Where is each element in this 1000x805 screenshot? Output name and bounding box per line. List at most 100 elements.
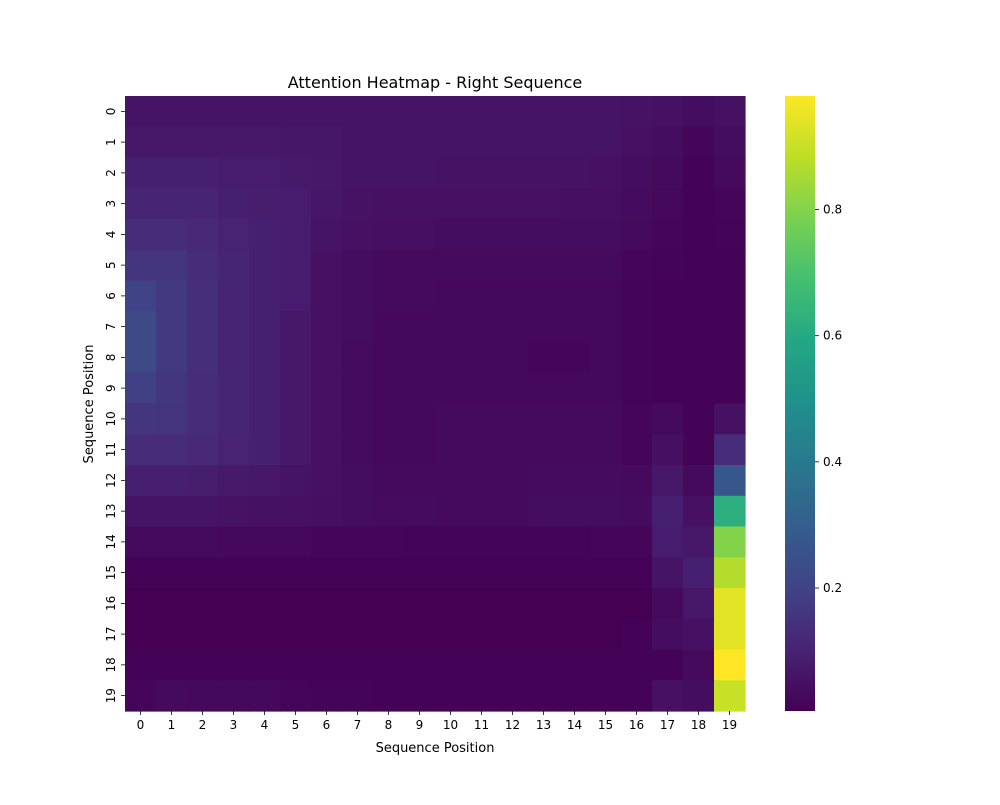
heatmap-cell-r6-c18 [683, 280, 715, 312]
heatmap-cell-r13-c6 [311, 495, 343, 528]
heatmap-cell-r9-c10 [435, 372, 467, 405]
heatmap-cell-r0-c0 [125, 96, 157, 128]
heatmap-cell-r4-c14 [559, 219, 591, 251]
heatmap-cell-r10-c7 [342, 403, 374, 435]
heatmap-cell-r19-c6 [311, 680, 343, 712]
x-axis-label: Sequence Position [376, 741, 495, 756]
heatmap-cell-r0-c3 [218, 96, 250, 128]
heatmap-cell-r11-c8 [373, 434, 405, 466]
heatmap-cell-r13-c15 [590, 495, 622, 528]
heatmap-cell-r19-c13 [528, 680, 560, 712]
heatmap-cell-r1-c1 [156, 126, 188, 159]
heatmap-cell-r18-c5 [280, 649, 312, 681]
heatmap-cell-r12-c7 [342, 465, 374, 497]
heatmap-cell-r11-c1 [156, 434, 188, 466]
heatmap-cell-r14-c1 [156, 526, 188, 558]
heatmap-cell-r2-c7 [342, 157, 374, 189]
heatmap-cell-r8-c17 [652, 342, 684, 374]
heatmap-cell-r7-c19 [714, 311, 746, 343]
heatmap-cell-r15-c5 [280, 557, 312, 589]
heatmap-cell-r2-c3 [218, 157, 250, 189]
heatmap-cell-r14-c14 [559, 526, 591, 558]
heatmap-cell-r8-c4 [249, 342, 281, 374]
heatmap-cell-r12-c5 [280, 465, 312, 497]
heatmap-cell-r3-c6 [311, 188, 343, 220]
heatmap-cell-r5-c5 [280, 249, 312, 282]
heatmap-cell-r17-c19 [714, 618, 746, 651]
heatmap-cell-r5-c10 [435, 249, 467, 282]
heatmap-cell-r8-c7 [342, 342, 374, 374]
heatmap-cell-r9-c14 [559, 372, 591, 405]
heatmap-cell-r5-c4 [249, 249, 281, 282]
heatmap-cell-r12-c19 [714, 465, 746, 497]
heatmap-cell-r2-c15 [590, 157, 622, 189]
heatmap-cell-r4-c0 [125, 219, 157, 251]
heatmap-cell-r7-c13 [528, 311, 560, 343]
heatmap-cell-r9-c12 [497, 372, 529, 405]
heatmap-cell-r6-c7 [342, 280, 374, 312]
heatmap-cell-r10-c9 [404, 403, 436, 435]
heatmap-cell-r0-c8 [373, 96, 405, 128]
heatmap-cell-r4-c16 [621, 219, 653, 251]
heatmap-cell-r9-c8 [373, 372, 405, 405]
heatmap-cell-r0-c5 [280, 96, 312, 128]
heatmap-cell-r0-c11 [466, 96, 498, 128]
heatmap-cell-r13-c17 [652, 495, 684, 528]
heatmap-cell-r6-c0 [125, 280, 157, 312]
heatmap-cell-r4-c6 [311, 219, 343, 251]
heatmap-cell-r0-c12 [497, 96, 529, 128]
heatmap-cell-r15-c7 [342, 557, 374, 589]
heatmap-cell-r3-c13 [528, 188, 560, 220]
heatmap-cell-r11-c19 [714, 434, 746, 466]
heatmap-cell-r0-c13 [528, 96, 560, 128]
heatmap-cell-r18-c3 [218, 649, 250, 681]
heatmap-cell-r2-c8 [373, 157, 405, 189]
heatmap-cell-r7-c10 [435, 311, 467, 343]
heatmap-cell-r16-c15 [590, 588, 622, 620]
heatmap-cell-r4-c13 [528, 219, 560, 251]
heatmap-cell-r15-c19 [714, 557, 746, 589]
heatmap-cell-r19-c14 [559, 680, 591, 712]
x-axis-ticks: 0 1 2 3 4 5 6 7 8 9 10 11 12 13 14 15 16 17 18 19 [137, 711, 737, 732]
heatmap-cell-r11-c0 [125, 434, 157, 466]
heatmap-cell-r6-c2 [187, 280, 219, 312]
heatmap-cell-r9-c6 [311, 372, 343, 405]
heatmap-cell-r5-c12 [497, 249, 529, 282]
heatmap-cell-r8-c13 [528, 342, 560, 374]
heatmap-cell-r15-c3 [218, 557, 250, 589]
heatmap-cell-r14-c4 [249, 526, 281, 558]
heatmap-cell-r2-c13 [528, 157, 560, 189]
heatmap-cell-r2-c1 [156, 157, 188, 189]
heatmap-cell-r0-c6 [311, 96, 343, 128]
heatmap-cell-r0-c2 [187, 96, 219, 128]
heatmap-cell-r2-c19 [714, 157, 746, 189]
y-tick-label: 8 [104, 354, 118, 362]
heatmap-cell-r14-c5 [280, 526, 312, 558]
heatmap-cell-r12-c9 [404, 465, 436, 497]
heatmap-cell-r0-c17 [652, 96, 684, 128]
heatmap-cell-r3-c15 [590, 188, 622, 220]
x-tick-label: 1 [168, 718, 176, 732]
heatmap-cell-r3-c4 [249, 188, 281, 220]
heatmap-cell-r16-c1 [156, 588, 188, 620]
heatmap-cell-r14-c2 [187, 526, 219, 558]
heatmap-cell-r1-c17 [652, 126, 684, 159]
heatmap-cell-r18-c6 [311, 649, 343, 681]
heatmap-cell-r1-c16 [621, 126, 653, 159]
heatmap-cell-r14-c15 [590, 526, 622, 558]
heatmap-cell-r3-c18 [683, 188, 715, 220]
heatmap-cell-r15-c2 [187, 557, 219, 589]
heatmap-cell-r17-c0 [125, 618, 157, 651]
heatmap-cell-r9-c15 [590, 372, 622, 405]
chart-title: Attention Heatmap - Right Sequence [288, 73, 583, 92]
y-tick-label: 10 [104, 411, 118, 426]
heatmap-cell-r6-c17 [652, 280, 684, 312]
heatmap-cell-r6-c9 [404, 280, 436, 312]
heatmap-cell-r13-c9 [404, 495, 436, 528]
colorbar-tick-label: 0.8 [823, 203, 842, 217]
heatmap-cell-r9-c9 [404, 372, 436, 405]
x-tick-label: 14 [567, 718, 582, 732]
y-tick-label: 1 [104, 138, 118, 146]
colorbar-tick-label: 0.2 [823, 581, 842, 595]
